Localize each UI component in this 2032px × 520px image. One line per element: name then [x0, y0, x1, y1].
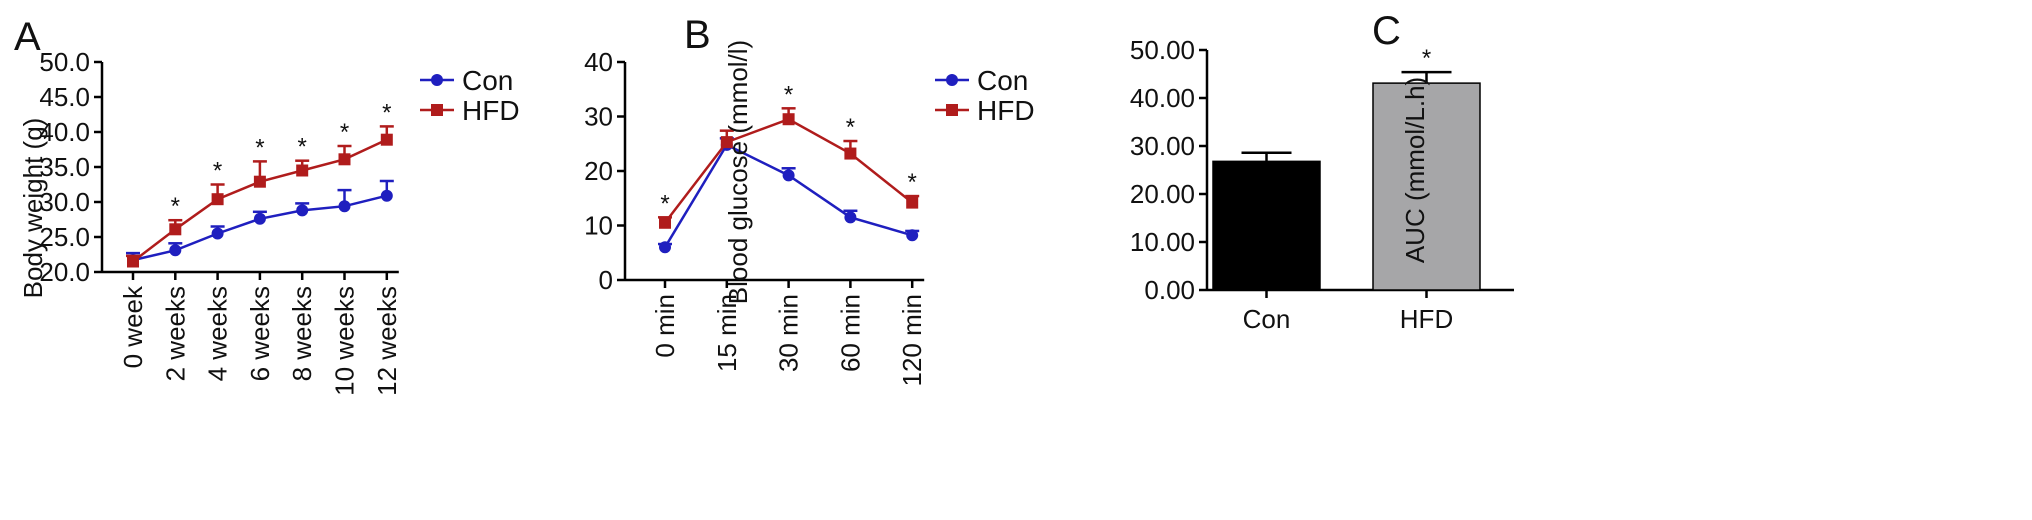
legend-label-con: Con — [462, 65, 513, 96]
significance-star: * — [784, 81, 793, 108]
x-tick-label: 0 min — [650, 294, 680, 358]
y-tick-label: 40.0 — [39, 117, 90, 147]
y-tick-label: 40.00 — [1130, 83, 1195, 113]
significance-star: * — [660, 190, 669, 217]
y-tick-label: 20.0 — [39, 257, 90, 287]
panel-b-y-axis-title: Blood glucose (mmol/l) — [723, 40, 753, 304]
significance-star: * — [846, 114, 855, 141]
panel-c-auc: 0.00 10.00 20.00 30.00 40.00 50.00 Con HFD * AU… — [1130, 35, 1514, 334]
data-point-con — [296, 204, 309, 217]
data-point-con — [906, 229, 919, 242]
y-tick-label: 40 — [584, 47, 613, 77]
data-point-hfd — [253, 175, 266, 188]
y-tick-label: 30.0 — [39, 187, 90, 217]
y-tick-label: 35.0 — [39, 152, 90, 182]
panel-a-y-axis-title: Body weight (g) — [18, 118, 48, 299]
significance-star: * — [908, 169, 917, 196]
legend-marker-con — [946, 74, 958, 86]
y-tick-label: 10 — [584, 211, 613, 241]
legend-label-con: Con — [977, 65, 1028, 96]
significance-star: * — [1422, 45, 1431, 72]
data-point-con — [659, 241, 671, 254]
panel-c-axes: 0.00 10.00 20.00 30.00 40.00 50.00 Con HFD — [1130, 35, 1514, 334]
data-point-con — [211, 227, 224, 240]
panel-b-axes: 0 10 20 30 40 0 min 15 min 30 min 60 min 120 min — [584, 47, 927, 387]
bar-con — [1212, 160, 1321, 291]
y-tick-label: 10.00 — [1130, 227, 1195, 257]
data-point-con — [844, 211, 857, 224]
data-point-hfd — [906, 196, 919, 209]
panel-a-plot: * * * * * * — [126, 99, 394, 268]
y-tick-label: 30.00 — [1130, 131, 1195, 161]
significance-star: * — [255, 134, 264, 161]
data-point-hfd — [296, 164, 309, 177]
data-point-hfd — [127, 255, 139, 268]
x-tick-label: 60 min — [835, 294, 865, 372]
panel-c-y-axis-title: AUC (mmol/L.h) — [1400, 77, 1430, 263]
y-tick-label: 25.0 — [39, 222, 90, 252]
data-point-hfd — [844, 147, 857, 160]
series-line-con — [663, 143, 913, 248]
significance-star: * — [213, 158, 222, 185]
y-tick-label: 20 — [584, 156, 613, 186]
y-tick-label: 0.00 — [1144, 275, 1195, 305]
y-tick-label: 50.00 — [1130, 35, 1195, 65]
data-point-hfd — [169, 223, 182, 236]
x-tick-label: 2 weeks — [160, 286, 190, 381]
x-tick-label: HFD — [1400, 304, 1453, 334]
x-tick-label: 15 min — [712, 294, 742, 372]
x-tick-label: 4 weeks — [203, 286, 233, 381]
data-point-hfd — [338, 153, 351, 166]
panel-letter-a: A — [14, 15, 41, 59]
legend-label-hfd: HFD — [977, 95, 1035, 126]
x-tick-label: 8 weeks — [287, 286, 317, 381]
data-point-hfd — [659, 216, 671, 229]
data-point-con — [169, 244, 182, 257]
data-point-con — [782, 169, 795, 182]
x-tick-label: 12 weeks — [372, 286, 402, 396]
data-point-con — [380, 189, 393, 202]
x-tick-label: 10 weeks — [330, 286, 360, 396]
data-point-hfd — [211, 193, 224, 206]
bar-hfd — [1372, 82, 1481, 291]
legend-marker-con — [431, 74, 443, 86]
legend-marker-hfd — [946, 104, 958, 116]
y-tick-label: 30 — [584, 102, 613, 132]
x-tick-label: 6 weeks — [245, 286, 275, 381]
panel-b-plot: * * * * — [658, 81, 920, 254]
significance-star: * — [298, 134, 307, 161]
panel-letter-b: B — [684, 13, 711, 57]
data-point-hfd — [782, 113, 795, 126]
data-point-hfd — [380, 133, 393, 146]
panel-a-axes: 20.0 25.0 30.0 35.0 40.0 45.0 50.0 0 week 2 week… — [39, 47, 401, 396]
y-tick-label: 50.0 — [39, 47, 90, 77]
x-tick-label: 30 min — [774, 294, 804, 372]
significance-star: * — [171, 193, 180, 220]
significance-star: * — [340, 119, 349, 146]
panel-a-body-weight: 20.0 25.0 30.0 35.0 40.0 45.0 50.0 0 week 2 week… — [18, 47, 520, 396]
legend-label-hfd: HFD — [462, 95, 520, 126]
data-point-con — [338, 200, 351, 213]
x-tick-label: Con — [1243, 304, 1291, 334]
y-tick-label: 20.00 — [1130, 179, 1195, 209]
legend-marker-hfd — [431, 104, 443, 116]
panel-letter-c: C — [1372, 9, 1401, 53]
y-tick-label: 45.0 — [39, 82, 90, 112]
x-tick-label: 120 min — [897, 294, 927, 387]
significance-star: * — [382, 99, 391, 126]
data-point-hfd — [720, 136, 733, 149]
data-point-con — [253, 212, 266, 225]
y-tick-label: 0 — [599, 265, 613, 295]
x-tick-label: 0 week — [118, 285, 148, 368]
panel-c-plot: * — [1212, 45, 1481, 291]
